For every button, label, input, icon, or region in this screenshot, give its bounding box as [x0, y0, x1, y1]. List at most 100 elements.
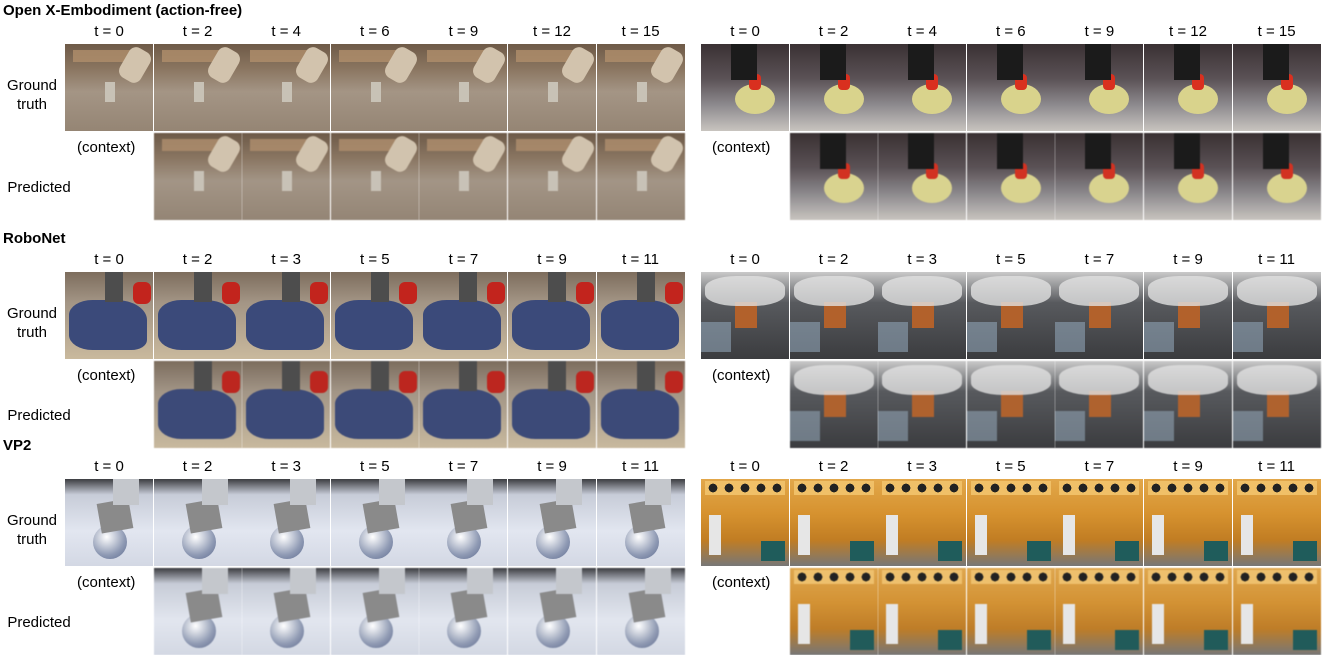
- predicted-frame: [878, 568, 967, 655]
- predicted-frame: [330, 568, 419, 655]
- time-label: t = 9: [448, 23, 479, 40]
- predicted-frame: [419, 133, 508, 220]
- ground-truth-frame: [1144, 479, 1232, 566]
- time-label: t = 12: [1169, 23, 1207, 40]
- ground-truth-frame: [966, 44, 1055, 131]
- time-label: t = 15: [1257, 23, 1296, 40]
- predicted-frame: [1144, 133, 1232, 220]
- predicted-frame: [242, 361, 331, 448]
- time-label: t = 9: [1084, 23, 1115, 40]
- ground-truth-frame: [242, 479, 331, 566]
- predicted-frame: [508, 133, 596, 220]
- ground-truth-frame: [508, 479, 596, 566]
- section-title: VP2: [3, 437, 32, 454]
- ground-truth-frame: [65, 479, 153, 566]
- ground-truth-frame: [878, 44, 967, 131]
- time-label: t = 2: [182, 251, 213, 268]
- time-label: t = 6: [995, 23, 1026, 40]
- predicted-frame: [1232, 133, 1321, 220]
- predicted-frame: [1144, 568, 1232, 655]
- ground-truth-frame: [419, 44, 508, 131]
- predicted-frame: [878, 133, 967, 220]
- ground-truth-label: truth: [16, 531, 47, 548]
- context-label: (context): [712, 367, 771, 384]
- time-label: t = 4: [907, 23, 937, 40]
- time-label: t = 0: [94, 458, 124, 475]
- ground-truth-frame: [966, 479, 1055, 566]
- ground-truth-frame: [65, 272, 153, 359]
- time-label: t = 4: [271, 23, 301, 40]
- predicted-frame: [242, 568, 331, 655]
- ground-truth-frame: [419, 272, 508, 359]
- ground-truth-frame: [596, 272, 685, 359]
- ground-truth-frame: [701, 479, 789, 566]
- time-label: t = 5: [995, 251, 1026, 268]
- time-label: t = 0: [94, 251, 124, 268]
- time-label: t = 0: [94, 23, 124, 40]
- ground-truth-frame: [330, 272, 419, 359]
- ground-truth-frame: [419, 479, 508, 566]
- ground-truth-frame: [701, 44, 789, 131]
- ground-truth-frame: [65, 44, 153, 131]
- ground-truth-frame: [330, 44, 419, 131]
- section-title: RoboNet: [3, 230, 66, 247]
- time-label: t = 9: [537, 458, 567, 475]
- predicted-frame: [330, 361, 419, 448]
- context-label: (context): [77, 574, 136, 591]
- time-label: t = 2: [818, 251, 849, 268]
- predicted-frame: [789, 361, 878, 448]
- predicted-label: Predicted: [7, 179, 71, 196]
- predicted-frame: [596, 361, 685, 448]
- time-label: t = 11: [1258, 458, 1296, 475]
- time-label: t = 2: [818, 23, 849, 40]
- ground-truth-frame: [242, 44, 331, 131]
- context-label: (context): [77, 139, 136, 156]
- ground-truth-label: truth: [16, 324, 47, 341]
- time-label: t = 0: [730, 251, 760, 268]
- context-label: (context): [77, 367, 136, 384]
- time-label: t = 2: [182, 458, 213, 475]
- ground-truth-frame: [1144, 272, 1232, 359]
- predicted-frame: [419, 568, 508, 655]
- ground-truth-frame: [508, 44, 596, 131]
- ground-truth-frame: [153, 44, 242, 131]
- ground-truth-frame: [153, 272, 242, 359]
- ground-truth-frame: [1232, 479, 1321, 566]
- predicted-frame: [508, 568, 596, 655]
- predicted-frame: [789, 133, 878, 220]
- time-label: t = 5: [995, 458, 1026, 475]
- ground-truth-frame: [789, 479, 878, 566]
- time-label: t = 15: [621, 23, 660, 40]
- time-label: t = 7: [448, 458, 479, 475]
- time-label: t = 12: [533, 23, 571, 40]
- predicted-frame: [153, 361, 242, 448]
- predicted-frame: [330, 133, 419, 220]
- time-label: t = 9: [1173, 251, 1203, 268]
- predicted-frame: [153, 133, 242, 220]
- ground-truth-frame: [596, 479, 685, 566]
- time-label: t = 5: [359, 458, 390, 475]
- ground-truth-frame: [878, 479, 967, 566]
- predicted-frame: [153, 568, 242, 655]
- ground-truth-frame: [153, 479, 242, 566]
- predicted-frame: [1055, 133, 1144, 220]
- predicted-frame: [1144, 361, 1232, 448]
- ground-truth-frame: [701, 272, 789, 359]
- time-label: t = 3: [907, 458, 937, 475]
- ground-truth-frame: [1055, 272, 1144, 359]
- context-label: (context): [712, 574, 771, 591]
- predicted-frame: [878, 361, 967, 448]
- time-label: t = 5: [359, 251, 390, 268]
- predicted-frame: [1055, 361, 1144, 448]
- ground-truth-frame: [596, 44, 685, 131]
- time-label: t = 11: [1258, 251, 1296, 268]
- predicted-frame: [1232, 361, 1321, 448]
- ground-truth-label: truth: [16, 96, 47, 113]
- predicted-frame: [966, 568, 1055, 655]
- time-label: t = 3: [271, 251, 301, 268]
- time-label: t = 9: [1173, 458, 1203, 475]
- ground-truth-label: Ground: [6, 512, 58, 529]
- time-label: t = 7: [448, 251, 479, 268]
- ground-truth-frame: [1055, 44, 1144, 131]
- predicted-frame: [596, 133, 685, 220]
